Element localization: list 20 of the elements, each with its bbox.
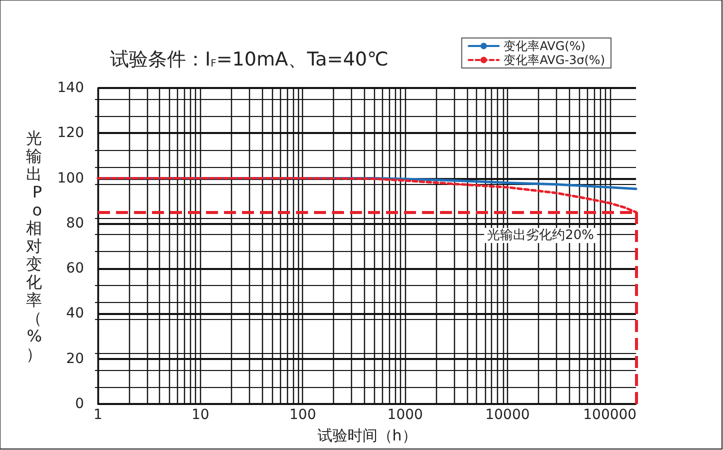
annotation: 光输出劣化约20% — [487, 228, 594, 243]
y-tick-label: 100 — [57, 170, 84, 186]
x-tick-label: 1000 — [387, 407, 423, 423]
x-tick-label: 100 — [289, 407, 316, 423]
y-tick-label: 0 — [75, 396, 84, 412]
legend-label: 变化率AVG(%) — [504, 39, 586, 53]
y-tick-label: 80 — [66, 215, 84, 232]
y-tick-label: 20 — [66, 350, 84, 367]
x-tick-label: 10 — [191, 407, 210, 423]
chart-title: 试验条件：IF=10mA、Ta=40℃ — [110, 48, 389, 70]
y-tick-label: 40 — [66, 306, 84, 322]
y-tick-label: 60 — [66, 260, 84, 277]
legend-label: 变化率AVG-3σ(%) — [504, 53, 606, 67]
y-tick-label: 120 — [57, 125, 84, 142]
x-tick-label: 1 — [94, 407, 102, 423]
y-tick-label: 140 — [57, 80, 84, 96]
text: 光输出Po相对变化率（%） — [26, 128, 42, 364]
x-axis-title: 试验时间（h） — [317, 426, 417, 444]
x-tick-label: 10000 — [485, 407, 530, 423]
x-tick-label: 100000 — [583, 407, 637, 423]
